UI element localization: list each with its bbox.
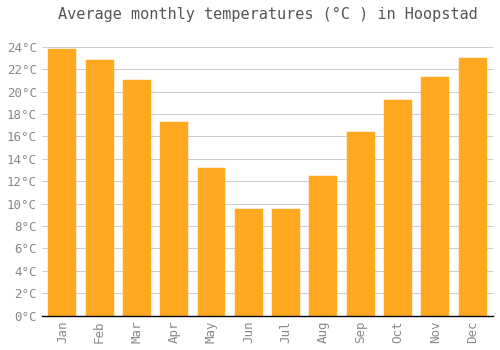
Bar	[422, 77, 449, 316]
Bar	[198, 168, 226, 316]
Bar	[272, 209, 300, 316]
Bar	[310, 176, 338, 316]
Bar	[458, 58, 486, 316]
Bar	[384, 99, 412, 316]
Bar	[48, 49, 76, 316]
Bar	[346, 132, 374, 316]
Bar	[160, 122, 188, 316]
Title: Average monthly temperatures (°C ) in Hoopstad: Average monthly temperatures (°C ) in Ho…	[58, 7, 478, 22]
Bar	[86, 60, 114, 316]
Bar	[235, 209, 263, 316]
Bar	[123, 80, 151, 316]
